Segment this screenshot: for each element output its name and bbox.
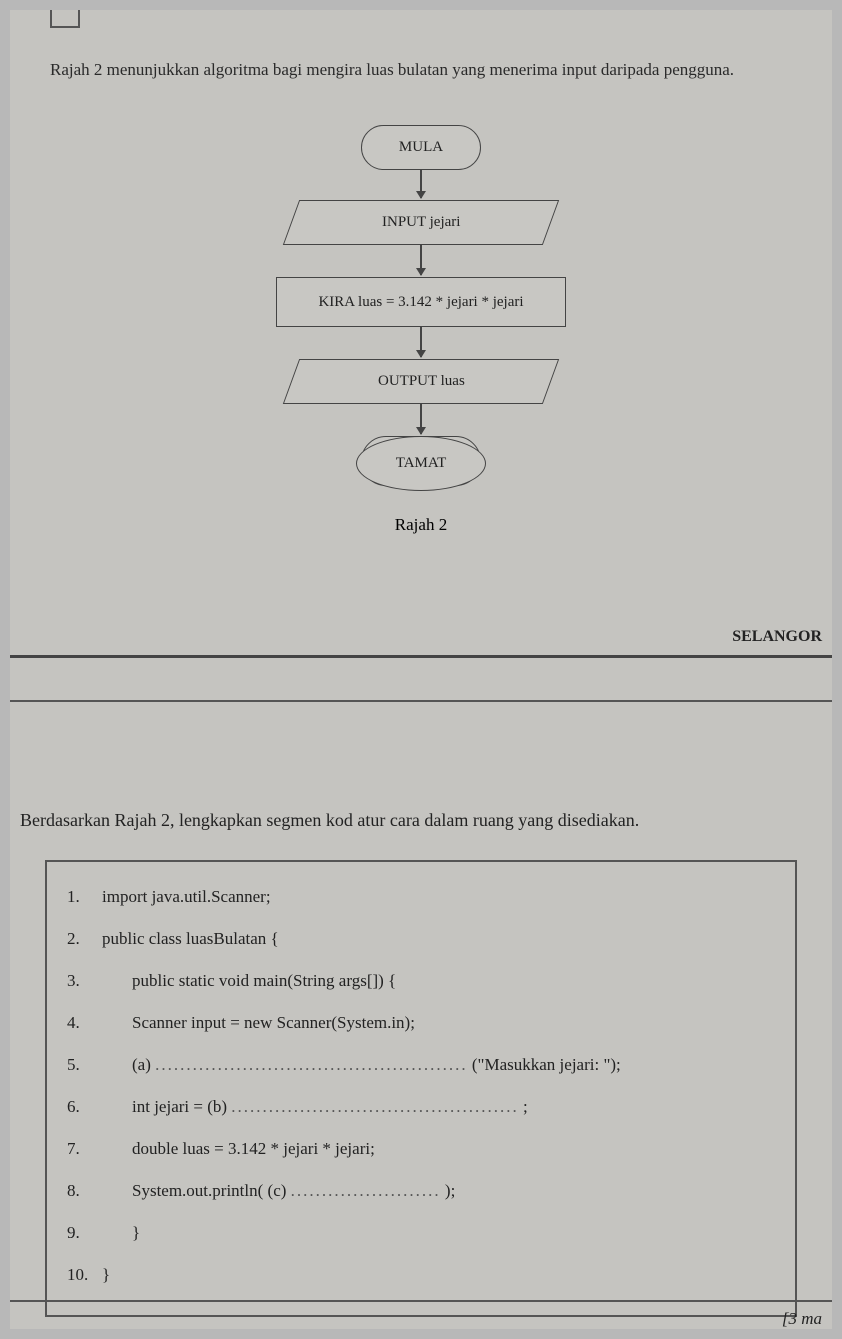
code-line-8: 8. System.out.println( (c) .............… bbox=[67, 1181, 775, 1201]
flowchart-process: KIRA luas = 3.142 * jejari * jejari bbox=[276, 277, 566, 327]
line-num-6: 6. bbox=[67, 1097, 102, 1117]
line-num-2: 2. bbox=[67, 929, 102, 949]
code-line-5: 5. (a) .................................… bbox=[67, 1055, 775, 1075]
code-8: System.out.println( (c) ................… bbox=[102, 1181, 775, 1201]
divider-1 bbox=[10, 655, 832, 658]
arrow-2 bbox=[420, 245, 422, 275]
selangor-label: SELANGOR bbox=[732, 628, 822, 646]
blank-b: ........................................… bbox=[231, 1097, 519, 1116]
code-line-3: 3. public static void main(String args[]… bbox=[67, 971, 775, 991]
code-line-9: 9. } bbox=[67, 1223, 775, 1243]
top-partial-box bbox=[50, 10, 80, 28]
code-5: (a) ....................................… bbox=[102, 1055, 775, 1075]
code-line-6: 6. int jejari = (b) ....................… bbox=[67, 1097, 775, 1117]
code-10: } bbox=[102, 1265, 775, 1285]
flowchart-output: OUTPUT luas bbox=[283, 359, 559, 404]
tamat-label2: TAMAT bbox=[396, 455, 446, 472]
flowchart: MULA INPUT jejari KIRA luas = 3.142 * je… bbox=[231, 125, 611, 605]
flowchart-caption: Rajah 2 bbox=[395, 515, 447, 535]
code-box: 1. import java.util.Scanner; 2. public c… bbox=[45, 860, 797, 1317]
flowchart-mula: MULA bbox=[361, 125, 481, 170]
code-9: } bbox=[102, 1223, 775, 1243]
code-3: public static void main(String args[]) { bbox=[102, 971, 775, 991]
flowchart-tamat-ellipse: TAMAT bbox=[356, 436, 486, 491]
line-num-8: 8. bbox=[67, 1181, 102, 1201]
code-6b: ; bbox=[523, 1097, 528, 1116]
blank-a: ........................................… bbox=[155, 1055, 468, 1074]
arrow-1 bbox=[420, 170, 422, 198]
code-5b: ("Masukkan jejari: "); bbox=[472, 1055, 621, 1074]
code-line-2: 2. public class luasBulatan { bbox=[67, 929, 775, 949]
code-5a: (a) bbox=[132, 1055, 151, 1074]
process-label: KIRA luas = 3.142 * jejari * jejari bbox=[318, 294, 523, 311]
marks-label: [3 ma bbox=[782, 1309, 822, 1329]
code-line-7: 7. double luas = 3.142 * jejari * jejari… bbox=[67, 1139, 775, 1159]
code-8b: ); bbox=[445, 1181, 455, 1200]
code-2: public class luasBulatan { bbox=[102, 929, 775, 949]
code-line-4: 4. Scanner input = new Scanner(System.in… bbox=[67, 1013, 775, 1033]
code-line-10: 10. } bbox=[67, 1265, 775, 1285]
mula-label: MULA bbox=[399, 139, 443, 156]
line-num-3: 3. bbox=[67, 971, 102, 991]
line-num-9: 9. bbox=[67, 1223, 102, 1243]
code-6: int jejari = (b) .......................… bbox=[102, 1097, 775, 1117]
line-num-7: 7. bbox=[67, 1139, 102, 1159]
output-label: OUTPUT luas bbox=[378, 373, 465, 390]
page-container: Rajah 2 menunjukkan algoritma bagi mengi… bbox=[10, 10, 832, 1329]
blank-c: ........................ bbox=[291, 1181, 441, 1200]
instruction-text: Rajah 2 menunjukkan algoritma bagi mengi… bbox=[50, 60, 792, 80]
code-8a: System.out.println( (c) bbox=[132, 1181, 286, 1200]
code-7: double luas = 3.142 * jejari * jejari; bbox=[102, 1139, 775, 1159]
code-4: Scanner input = new Scanner(System.in); bbox=[102, 1013, 775, 1033]
input-label: INPUT jejari bbox=[382, 214, 460, 231]
code-1: import java.util.Scanner; bbox=[102, 887, 775, 907]
divider-2 bbox=[10, 700, 832, 702]
flowchart-input: INPUT jejari bbox=[283, 200, 559, 245]
arrow-3 bbox=[420, 327, 422, 357]
line-num-4: 4. bbox=[67, 1013, 102, 1033]
code-line-1: 1. import java.util.Scanner; bbox=[67, 887, 775, 907]
code-6a: int jejari = (b) bbox=[132, 1097, 227, 1116]
divider-3 bbox=[10, 1300, 832, 1302]
arrow-4 bbox=[420, 404, 422, 434]
question-text: Berdasarkan Rajah 2, lengkapkan segmen k… bbox=[20, 810, 639, 831]
line-num-5: 5. bbox=[67, 1055, 102, 1075]
line-num-10: 10. bbox=[67, 1265, 102, 1285]
line-num-1: 1. bbox=[67, 887, 102, 907]
